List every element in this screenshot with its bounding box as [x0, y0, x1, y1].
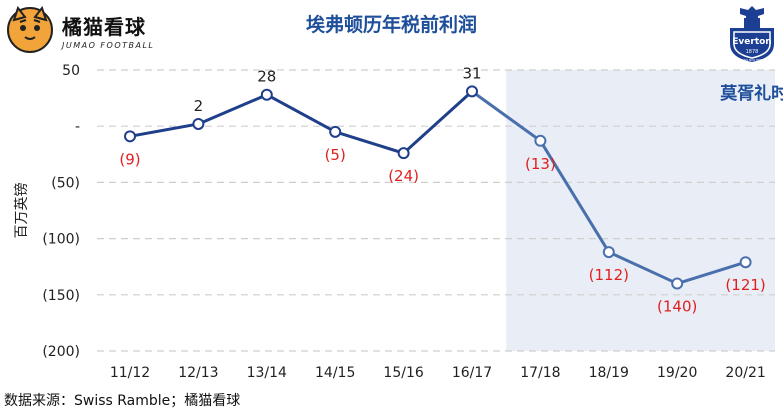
- series-line-segment: [608, 250, 678, 285]
- data-point: [124, 130, 136, 143]
- data-label: (24): [388, 167, 419, 185]
- x-tick-label: 11/12: [110, 365, 150, 381]
- data-point: [466, 85, 478, 98]
- series-line-segment: [471, 90, 542, 143]
- data-label: 31: [462, 64, 481, 82]
- shaded-region-label: 莫胥礼时代: [719, 83, 783, 104]
- data-label: (140): [657, 298, 697, 316]
- brand-name: 橘猫看球: [62, 14, 146, 39]
- series-line-segment: [334, 130, 405, 155]
- x-tick-label: 12/13: [178, 365, 218, 381]
- x-tick-label: 18/19: [589, 365, 629, 381]
- data-point: [260, 88, 273, 101]
- shaded-region: [506, 70, 775, 351]
- brand-subtitle: JUMAO FOOTBALL: [62, 40, 155, 50]
- y-axis-label: 百万英镑: [13, 183, 30, 239]
- y-tick-label: (150): [42, 288, 80, 304]
- y-tick-label: (100): [42, 232, 80, 248]
- data-label: (112): [589, 266, 629, 284]
- data-label: 28: [257, 68, 276, 86]
- data-point: [739, 256, 752, 269]
- data-label: (121): [725, 276, 765, 294]
- everton-crest-icon: Everton 1878 NIL SATIS NISI OPTIMUM: [730, 6, 774, 62]
- crest-name: Everton: [732, 37, 771, 47]
- y-tick-label: 50: [62, 63, 80, 79]
- series-line-segment: [676, 260, 747, 285]
- data-point: [602, 246, 615, 259]
- cat-logo-icon: [7, 6, 53, 53]
- x-tick-label: 14/15: [315, 365, 355, 381]
- x-tick-label: 19/20: [657, 365, 697, 381]
- data-point: [534, 134, 547, 147]
- data-point: [192, 117, 205, 130]
- y-tick-label: (200): [42, 344, 80, 360]
- y-tick-label: (50): [51, 175, 80, 191]
- brand-block: 橘猫看球 JUMAO FOOTBALL: [6, 6, 154, 54]
- x-tick-label: 15/16: [383, 365, 423, 381]
- data-label: 2: [194, 97, 204, 115]
- source-note: 数据来源：Swiss Ramble；橘猫看球: [4, 393, 241, 409]
- crest-year: 1878: [746, 49, 759, 55]
- series-line-segment: [197, 93, 268, 126]
- series-line-segment: [129, 122, 199, 138]
- data-label: (5): [325, 146, 346, 164]
- x-tick-label: 20/21: [725, 365, 765, 381]
- series-line-segment: [539, 140, 611, 253]
- x-tick-label: 17/18: [520, 365, 560, 381]
- y-tick-label: -: [75, 119, 80, 135]
- data-point: [329, 125, 342, 138]
- x-tick-label: 16/17: [452, 365, 492, 381]
- crest-motto: NIL SATIS NISI OPTIMUM: [734, 58, 771, 62]
- data-label: (9): [119, 150, 140, 168]
- series-line-segment: [266, 93, 336, 134]
- chart-title: 埃弗顿历年税前利润: [305, 14, 477, 36]
- data-point: [397, 147, 410, 160]
- x-tick-label: 13/14: [247, 365, 287, 381]
- data-point: [671, 277, 684, 290]
- data-label: (13): [525, 155, 556, 173]
- series-line-segment: [402, 90, 474, 155]
